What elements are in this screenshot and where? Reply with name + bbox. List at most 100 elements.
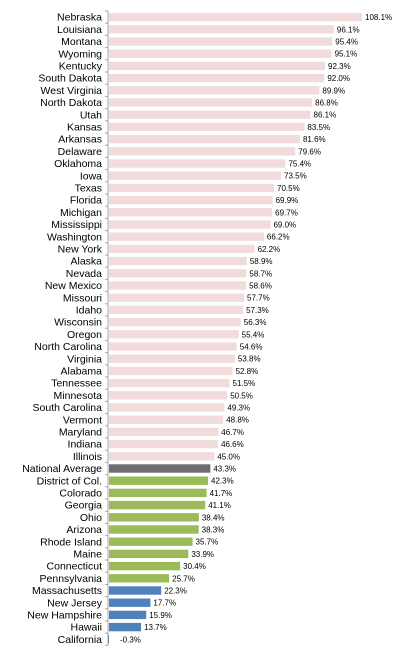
value-label: 58.9% — [250, 257, 273, 266]
bar — [109, 195, 273, 205]
value-label: 51.5% — [233, 379, 256, 388]
category-label: South Dakota — [38, 73, 102, 85]
value-label: 22.3% — [164, 587, 187, 596]
category-label: Tennessee — [51, 378, 102, 390]
category-label: Rhode Island — [40, 536, 102, 548]
bar — [109, 269, 247, 278]
value-label: 49.3% — [227, 404, 250, 413]
bar — [109, 586, 162, 595]
value-label: 96.1% — [337, 25, 360, 34]
bar — [109, 317, 241, 327]
value-label: 79.6% — [298, 147, 321, 156]
bar — [109, 134, 300, 144]
category-label: Nebraska — [57, 12, 102, 24]
bar — [109, 281, 247, 290]
bar — [109, 49, 332, 58]
bar — [109, 549, 189, 559]
category-label: Florida — [70, 195, 102, 207]
category-label: Utah — [80, 109, 102, 121]
value-label: 38.3% — [202, 526, 225, 535]
category-label: Georgia — [65, 500, 103, 512]
bar — [109, 391, 228, 400]
bar — [109, 574, 170, 583]
category-label: Alabama — [61, 366, 103, 378]
value-label: 58.6% — [249, 282, 272, 291]
bar — [108, 635, 109, 644]
bar — [109, 403, 225, 412]
bar — [109, 537, 193, 546]
bar — [109, 61, 326, 71]
bar — [109, 98, 313, 107]
bar — [109, 415, 224, 424]
value-label: 13.7% — [144, 623, 167, 632]
bar — [109, 513, 199, 522]
value-label: 92.3% — [328, 62, 351, 71]
category-label: West Virginia — [41, 85, 103, 97]
value-label: 33.9% — [191, 550, 214, 559]
category-label: Virginia — [67, 353, 102, 365]
bar — [109, 147, 296, 156]
bar — [109, 37, 333, 46]
category-label: North Dakota — [40, 97, 102, 109]
bar — [109, 561, 181, 571]
value-label: 108.1% — [365, 13, 392, 22]
category-label: National Average — [22, 463, 102, 475]
bar — [109, 378, 230, 388]
category-label: Indiana — [68, 439, 103, 451]
value-label: 46.6% — [221, 440, 244, 449]
value-label: 62.2% — [258, 245, 281, 254]
bar — [109, 220, 271, 229]
category-label: Delaware — [58, 146, 103, 158]
bar — [109, 159, 286, 168]
bar — [109, 12, 362, 22]
value-label: 57.7% — [247, 294, 270, 303]
value-label: 43.3% — [213, 465, 236, 474]
bar — [109, 488, 207, 498]
value-label: 86.8% — [315, 99, 338, 108]
category-label: Vermont — [63, 414, 102, 426]
category-label: District of Col. — [37, 475, 102, 487]
bar — [109, 232, 264, 241]
category-label: Pennsylvania — [40, 573, 103, 585]
bar — [109, 256, 247, 266]
bar — [109, 183, 274, 193]
bar — [109, 342, 237, 351]
value-label: 25.7% — [172, 574, 195, 583]
category-label: Montana — [61, 36, 102, 48]
value-label: 81.6% — [303, 135, 326, 144]
bar — [109, 464, 211, 473]
bar — [109, 366, 233, 376]
value-label: 52.8% — [236, 367, 259, 376]
bar — [109, 73, 325, 83]
value-label: 54.6% — [240, 343, 263, 352]
category-label: Kentucky — [59, 61, 103, 73]
category-label: Mississippi — [51, 219, 102, 231]
value-label: 86.1% — [314, 111, 337, 120]
bar — [109, 622, 142, 632]
category-label: Louisiana — [57, 24, 102, 36]
value-label: 38.4% — [202, 513, 225, 522]
value-label: 56.3% — [244, 318, 267, 327]
bar — [109, 305, 244, 315]
value-label: 92.0% — [327, 74, 350, 83]
value-label: 69.0% — [273, 221, 296, 230]
category-label: New Mexico — [45, 280, 102, 292]
bar — [109, 330, 239, 339]
category-label: Arkansas — [58, 134, 102, 146]
value-label: 69.7% — [275, 208, 298, 217]
value-label: 58.7% — [249, 269, 272, 278]
bars — [108, 12, 362, 644]
category-label: New Jersey — [47, 597, 103, 609]
bar — [109, 171, 282, 180]
category-label: Oregon — [67, 329, 102, 341]
category-label: Hawaii — [70, 622, 102, 634]
category-label: Iowa — [80, 170, 102, 182]
category-label: Connecticut — [47, 561, 103, 573]
value-label: 83.5% — [307, 123, 330, 132]
bar — [109, 293, 245, 302]
value-label: 89.9% — [322, 86, 345, 95]
value-label: 55.4% — [242, 330, 265, 339]
value-label: 73.5% — [284, 172, 307, 181]
value-label: 30.4% — [183, 562, 206, 571]
